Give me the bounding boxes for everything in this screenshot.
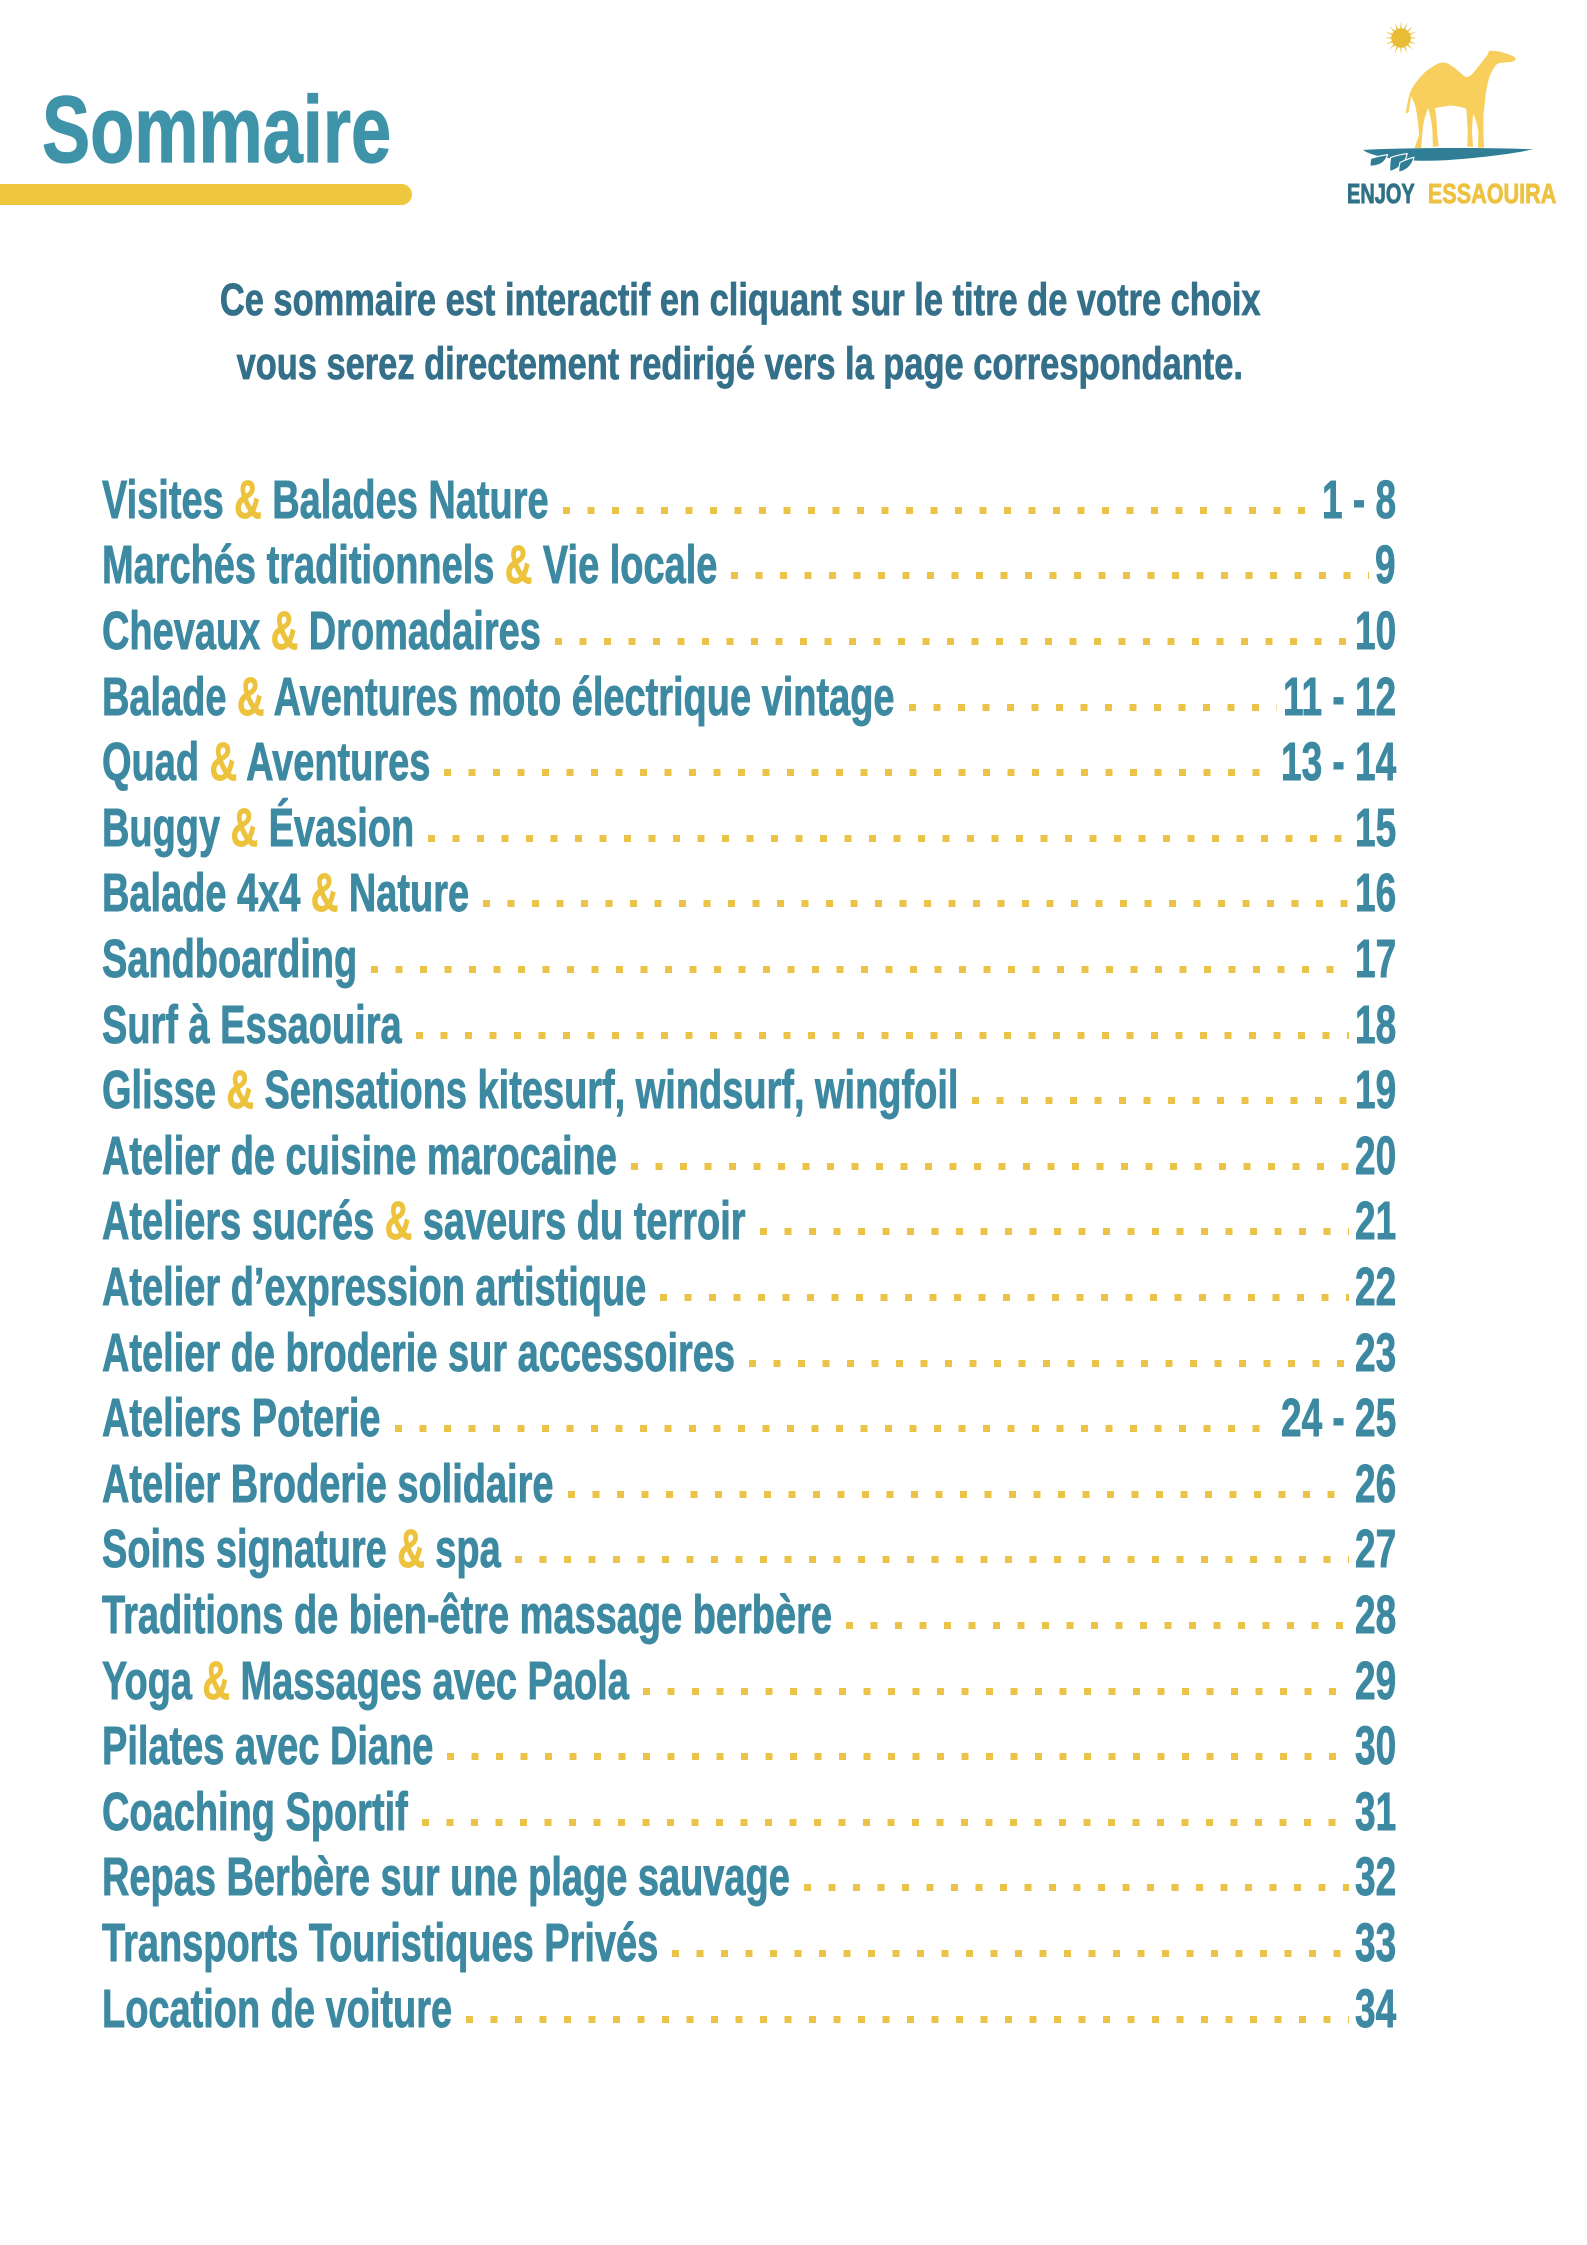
svg-text:ESSAOUIRA: ESSAOUIRA: [1428, 178, 1556, 209]
svg-text:ENJOY: ENJOY: [1347, 178, 1415, 209]
